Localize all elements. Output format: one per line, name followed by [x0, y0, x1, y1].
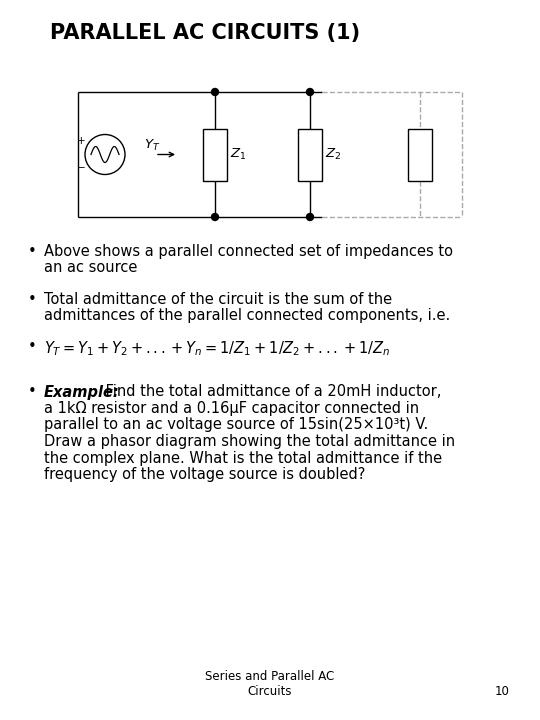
Text: a 1kΩ resistor and a 0.16μF capacitor connected in: a 1kΩ resistor and a 0.16μF capacitor co… [44, 401, 419, 416]
Text: Find the total admittance of a 20mH inductor,: Find the total admittance of a 20mH indu… [101, 384, 441, 400]
Text: an ac source: an ac source [44, 261, 137, 276]
Text: •: • [28, 384, 37, 400]
Circle shape [212, 214, 219, 220]
Text: Total admittance of the circuit is the sum of the: Total admittance of the circuit is the s… [44, 292, 392, 307]
Text: Series and Parallel AC
Circuits: Series and Parallel AC Circuits [205, 670, 335, 698]
Text: 10: 10 [495, 685, 510, 698]
Text: Draw a phasor diagram showing the total admittance in: Draw a phasor diagram showing the total … [44, 434, 455, 449]
Bar [408, 128, 432, 181]
Circle shape [307, 89, 314, 96]
Text: PARALLEL AC CIRCUITS (1): PARALLEL AC CIRCUITS (1) [50, 23, 360, 43]
Text: admittances of the parallel connected components, i.e.: admittances of the parallel connected co… [44, 308, 450, 323]
Text: frequency of the voltage source is doubled?: frequency of the voltage source is doubl… [44, 467, 366, 482]
Text: $Y_T$: $Y_T$ [144, 138, 160, 153]
Text: •: • [28, 292, 37, 307]
Circle shape [212, 89, 219, 96]
Bar [298, 128, 322, 181]
Text: the complex plane. What is the total admittance if the: the complex plane. What is the total adm… [44, 451, 442, 466]
Text: $Z_2$: $Z_2$ [325, 147, 341, 162]
Text: •: • [28, 339, 37, 354]
Text: parallel to an ac voltage source of 15sin(25×10³t) V.: parallel to an ac voltage source of 15si… [44, 418, 428, 433]
Text: Example:: Example: [44, 384, 120, 400]
Text: •: • [28, 244, 37, 259]
Text: $Z_1$: $Z_1$ [230, 147, 246, 162]
Bar [203, 128, 227, 181]
Text: $Y_T = Y_1 + Y_2 +... + Y_n = 1/Z_1 + 1/Z_2 +...+ 1/Z_n$: $Y_T = Y_1 + Y_2 +... + Y_n = 1/Z_1 + 1/… [44, 339, 390, 358]
Text: Above shows a parallel connected set of impedances to: Above shows a parallel connected set of … [44, 244, 453, 259]
Circle shape [307, 214, 314, 220]
Text: −: − [77, 163, 85, 174]
Text: +: + [77, 135, 85, 145]
